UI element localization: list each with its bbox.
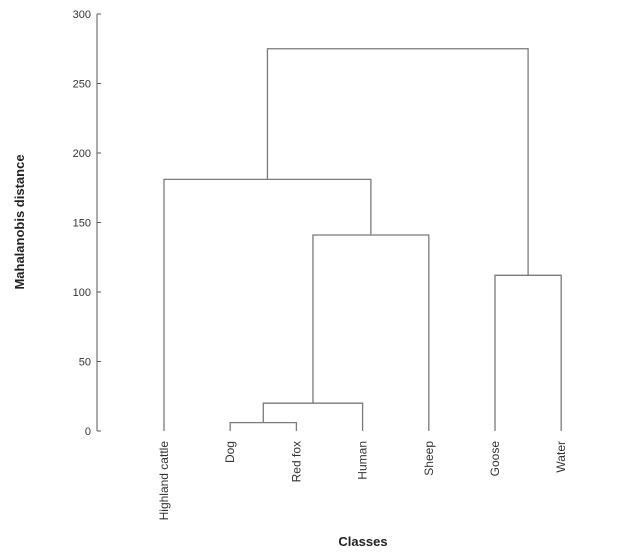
leaf-label: Human — [356, 441, 370, 480]
leaf-label: Goose — [488, 441, 502, 477]
leaf-label: Highland cattle — [157, 441, 171, 521]
y-tick-label: 100 — [73, 287, 91, 299]
y-tick-label: 200 — [73, 148, 91, 160]
y-tick-label: 300 — [73, 9, 91, 21]
dendrogram-link — [312, 234, 430, 431]
y-axis: 0 50 100 150 200 250 300 — [73, 9, 101, 438]
dendrogram-link — [163, 178, 372, 431]
y-tick-label: 0 — [85, 426, 91, 438]
y-axis-title: Mahalanobis distance — [12, 154, 27, 289]
dendrogram-links — [163, 48, 562, 431]
x-axis-title: Classes — [338, 534, 387, 549]
dendrogram-link — [494, 274, 562, 431]
leaf-label: Sheep — [422, 441, 436, 476]
y-tick-label: 50 — [79, 357, 91, 369]
y-tick-label: 150 — [73, 218, 91, 230]
dendrogram-link — [262, 402, 364, 431]
leaf-labels: Highland cattle Dog Red fox Human Sheep Goose… — [157, 441, 568, 521]
dendrogram-link — [229, 422, 298, 431]
dendrogram-link — [266, 48, 529, 276]
leaf-label: Red fox — [289, 441, 303, 482]
leaf-label: Water — [554, 441, 568, 473]
y-tick-label: 250 — [73, 79, 91, 91]
leaf-label: Dog — [223, 441, 237, 463]
